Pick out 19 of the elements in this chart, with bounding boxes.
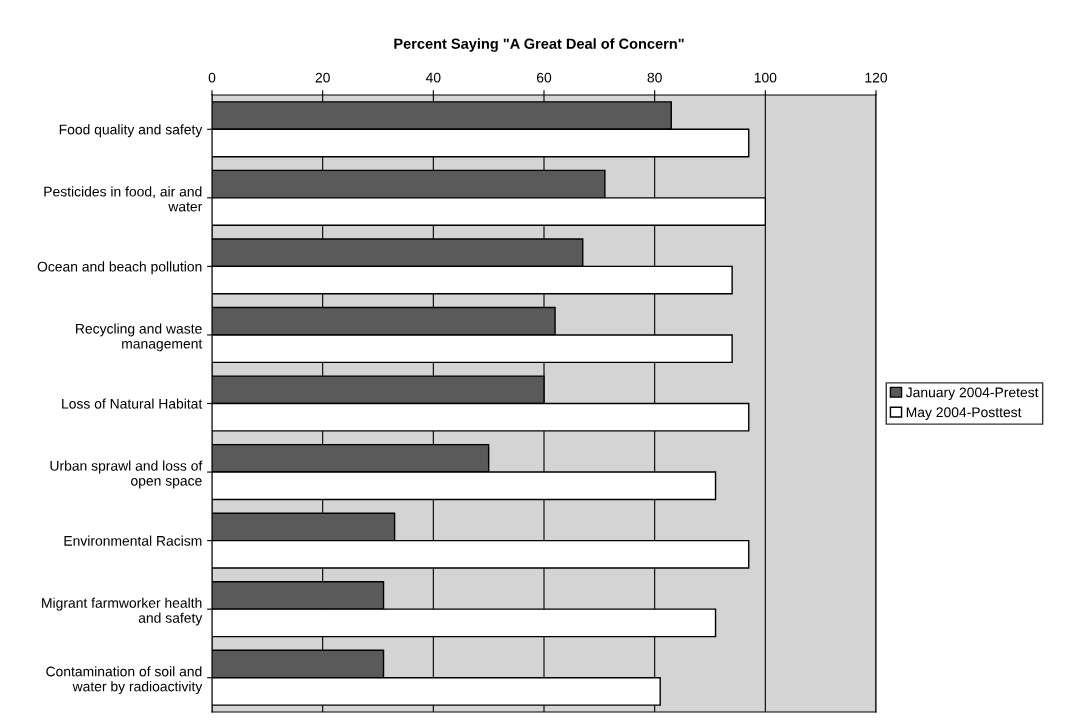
legend-label: January 2004-Pretest: [905, 387, 1039, 401]
x-tick-label: 60: [536, 72, 552, 83]
y-tick-label: Migrant farmworker health and safety: [42, 597, 203, 626]
y-tick-label: Pesticides in food, air and water: [44, 186, 203, 212]
y-tick-label: Urban sprawl and loss of open space: [50, 460, 203, 489]
y-tick-label: Ocean and beach pollution: [37, 261, 202, 275]
x-tick-label: 120: [865, 72, 888, 83]
y-tick-label: Food quality and safety: [59, 124, 203, 138]
x-tick-label: 100: [754, 72, 777, 83]
legend-label: May 2004-Posttest: [906, 407, 1022, 420]
y-tick-label: Recycling and waste management: [76, 323, 203, 352]
x-tick-label: 40: [425, 72, 441, 83]
y-tick-label: Contamination of soil and water by radioactivity: [46, 666, 203, 695]
x-tick-label: 0: [208, 72, 216, 83]
y-tick-label: Environmental Racism: [64, 535, 202, 546]
chart-title: Percent Saying "A Great Deal of Concern": [394, 38, 684, 52]
x-tick-label: 80: [647, 72, 662, 83]
y-tick-label: Loss of Natural Habitat: [62, 398, 203, 409]
x-tick-label: 20: [315, 72, 330, 83]
